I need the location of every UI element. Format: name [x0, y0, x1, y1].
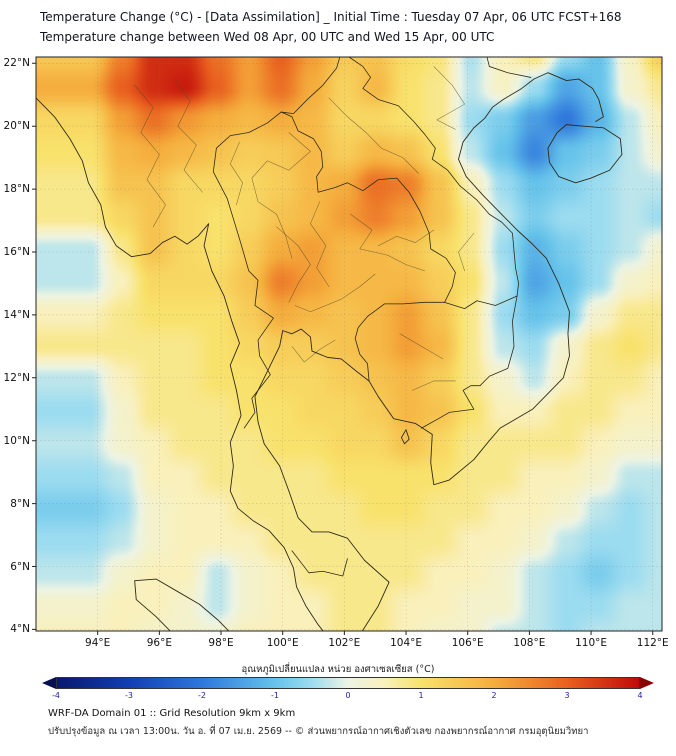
x-tick-label: 110°E [575, 637, 608, 649]
colorbar-tick-label: 1 [418, 691, 424, 700]
y-tick-label: 10°N [3, 434, 30, 447]
colorbar-tick-label: -2 [198, 691, 206, 700]
figure-title: Temperature Change (°C) - [Data Assimila… [40, 10, 622, 24]
x-tick-label: 96°E [146, 637, 172, 649]
y-tick-label: 18°N [3, 183, 30, 196]
colorbar-gradient [56, 677, 640, 689]
x-tick-label: 100°E [266, 637, 299, 649]
x-tick-label: 108°E [513, 637, 546, 649]
colorbar-tick-label: 2 [491, 691, 497, 700]
x-tick-label: 106°E [451, 637, 484, 649]
y-tick-label: 12°N [3, 371, 30, 384]
y-tick-label: 6°N [10, 560, 30, 573]
colorbar-tick-labels: -4 -3 -2 -1 0 1 2 3 4 [52, 691, 643, 703]
colorbar-over-arrow [640, 677, 654, 689]
colorbar-tick-label: -3 [125, 691, 133, 700]
map-plot-area [36, 57, 662, 631]
y-tick-label: 20°N [3, 120, 30, 133]
colorbar-tick-label: -1 [271, 691, 279, 700]
colorbar-tick-label: -4 [52, 691, 60, 700]
y-tick-label: 14°N [3, 308, 30, 321]
y-tick-label: 16°N [3, 246, 30, 258]
y-tick-label: 8°N [10, 497, 30, 510]
colorbar-tick-label: 0 [345, 691, 351, 700]
colorbar [42, 677, 654, 689]
figure-subtitle: Temperature change between Wed 08 Apr, 0… [40, 29, 495, 44]
colorbar-tick-label: 4 [637, 691, 643, 700]
colorbar-tick-label: 3 [564, 691, 570, 700]
footer-update-info: ปรับปรุงข้อมูล ณ เวลา 13:00น. วัน อ. ที่… [48, 726, 589, 737]
x-tick-label: 94°E [85, 637, 111, 649]
x-tick-label: 98°E [208, 637, 234, 649]
y-tick-label: 4°N [10, 623, 30, 636]
footer-domain-info: WRF-DA Domain 01 :: Grid Resolution 9km … [48, 708, 296, 719]
colorbar-under-arrow [42, 677, 56, 689]
colorbar-title: อุณหภูมิเปลี่ยนแปลง หน่วย องศาเซลเซียส (… [241, 664, 435, 675]
temperature-field-heatmap [36, 57, 662, 631]
title-block: Temperature Change (°C) - [Data Assimila… [40, 8, 622, 48]
x-tick-label: 104°E [390, 637, 423, 649]
x-tick-label: 112°E [636, 637, 669, 649]
x-tick-label: 102°E [328, 637, 361, 649]
y-tick-label: 22°N [3, 57, 30, 70]
